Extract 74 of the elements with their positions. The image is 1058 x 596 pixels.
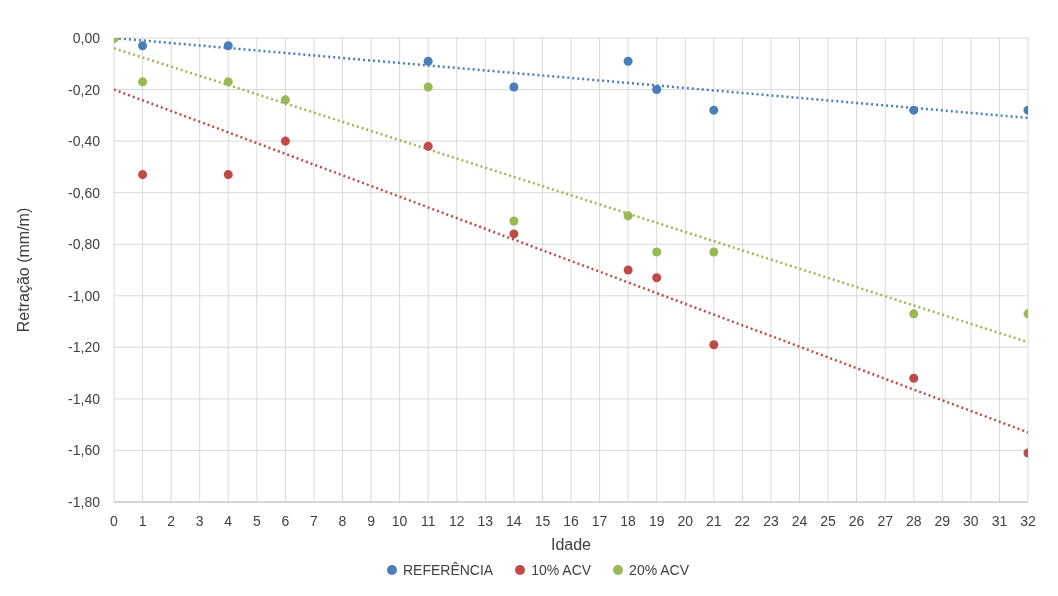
point [138,170,148,180]
point [423,141,433,151]
x-tick-label: 11 [420,512,436,529]
x-tick-label: 2 [167,512,176,529]
y-tick-label: -0,20 [68,81,101,98]
y-tick-label: -1,00 [68,287,101,304]
x-tick-label: 24 [791,512,808,529]
legend-label: 10% ACV [531,562,592,578]
point [652,273,662,283]
point [909,373,919,383]
x-tick-label: 25 [820,512,837,529]
y-tick-label: -1,20 [68,339,101,356]
x-tick-label: 18 [620,512,637,529]
x-tick-label: 22 [734,512,751,529]
x-tick-label: 26 [848,512,865,529]
x-tick-label: 19 [648,512,665,529]
x-tick-label: 3 [195,512,204,529]
point [423,82,433,92]
point [709,105,719,115]
y-tick-label: -1,60 [68,442,101,459]
y-tick-label: -0,40 [68,133,101,150]
x-tick-label: 14 [506,512,522,529]
point [652,85,662,95]
x-tick-label: 17 [591,512,608,529]
point [909,105,919,115]
y-tick-label: 0,00 [72,29,101,46]
x-tick-label: 29 [934,512,951,529]
x-tick-label: 30 [963,512,979,529]
point [623,265,633,275]
point [223,170,233,180]
x-tick-label: 6 [281,512,290,529]
y-tick-label: -0,60 [68,184,101,201]
x-tick-label: 5 [252,512,261,529]
x-tick-label: 28 [905,512,922,529]
point [709,247,719,257]
x-tick-label: 32 [1020,512,1036,529]
legend-label: 20% ACV [629,562,690,578]
point [623,211,633,221]
x-tick-label: 23 [763,512,779,529]
point [280,95,290,105]
point [223,41,233,51]
x-tick-label: 12 [448,512,465,529]
x-axis-title: Idade [550,536,592,553]
x-tick-label: 9 [367,512,376,529]
y-tick-label: -1,40 [68,390,101,407]
point [509,82,519,92]
x-tick-label: 1 [138,512,147,529]
point [509,216,519,226]
legend-label: REFERÊNCIA [402,562,494,578]
y-tick-label: -0,80 [68,236,101,253]
point [223,77,233,87]
x-tick-label: 27 [877,512,894,529]
x-tick-label: 4 [224,512,233,529]
x-tick-label: 0 [110,512,119,529]
x-tick-label: 20 [677,512,694,529]
x-tick-label: 21 [706,512,722,529]
x-tick-label: 7 [310,512,319,529]
point [280,136,290,146]
x-tick-label: 16 [563,512,579,529]
point [423,56,433,66]
point [138,77,148,87]
point [623,56,633,66]
point [909,309,919,319]
x-tick-label: 8 [338,512,347,529]
point [138,41,148,51]
point [509,229,519,239]
x-tick-label: 13 [477,512,494,529]
x-tick-label: 31 [991,512,1008,529]
y-axis-title: Retração (mm/m) [14,207,32,333]
point [652,247,662,257]
x-tick-label: 10 [391,512,408,529]
x-tick-label: 15 [534,512,551,529]
y-tick-label: -1,80 [68,493,101,510]
point [709,340,719,350]
